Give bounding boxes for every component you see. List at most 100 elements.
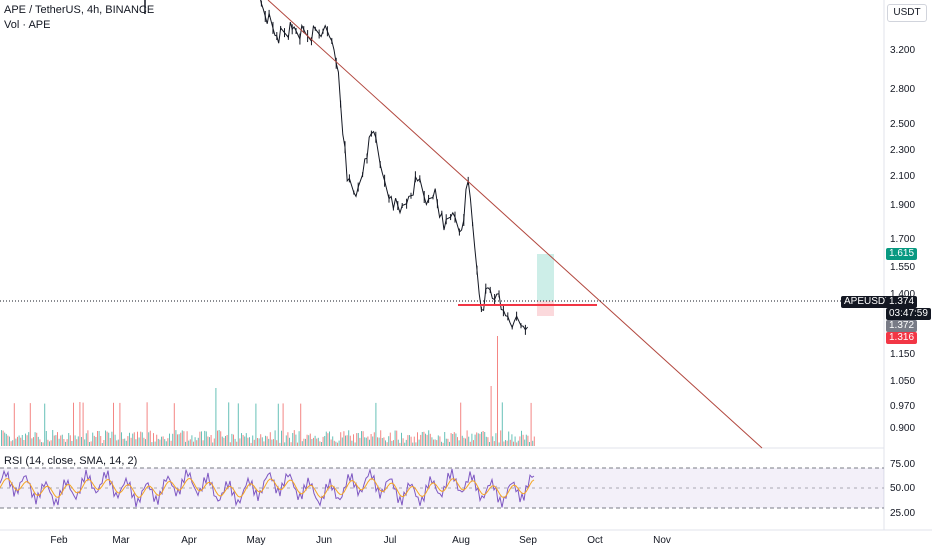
volume-bar [420,434,422,446]
volume-bar [250,442,252,446]
volume-bar [151,442,153,446]
volume-bar [465,438,466,446]
volume-bar [124,438,126,446]
currency-selector[interactable]: USDT [887,4,927,22]
volume-bar [449,441,450,446]
volume-bar [405,439,407,446]
volume-bar [186,431,188,446]
volume-bar [77,436,79,446]
volume-bar [516,442,518,446]
volume-bar [92,432,94,446]
y-tick-label: 0.970 [890,401,916,412]
rsi-line [0,467,535,508]
target-price-tag: 1.615 [886,248,918,260]
volume-bar [106,431,108,446]
volume-bar [153,433,154,446]
volume-bar [236,441,238,446]
volume-bar [79,402,81,446]
volume-bar [74,435,76,446]
volume-bar [378,437,380,446]
volume-bar [365,437,367,446]
volume-bar [505,440,506,446]
volume-bar [71,441,73,446]
volume-bar [503,441,505,446]
volume-bar [193,441,194,446]
volume-bar [138,437,140,446]
volume-bar [313,437,314,446]
entry-price-tag: 1.372 [886,320,918,332]
volume-bar [121,432,122,446]
x-tick-label: Feb [50,535,68,546]
volume-bar [330,439,332,446]
volume-bar [241,433,242,446]
volume-bar [284,442,286,446]
volume-bar [204,430,206,446]
volume-bar [473,440,474,446]
volume-bar [58,438,60,446]
volume-bar [69,435,71,446]
volume-bar [349,435,351,446]
y-tick-label: 3.200 [890,45,916,56]
volume-bar [367,436,369,446]
volume-bar [137,431,138,446]
volume-bar [485,436,487,446]
volume-bar [9,436,10,446]
volume-bar [357,433,359,446]
volume-bar [492,436,494,446]
volume-bar [436,440,438,446]
volume-bar [145,439,146,446]
volume-bar [271,439,273,446]
volume-bar [413,436,415,446]
volume-bar [247,437,249,446]
volume-bar [418,439,420,446]
volume-bar [500,430,502,446]
volume-bar [41,442,42,446]
volume-bar [481,431,482,446]
volume-bar [487,437,489,446]
volume-bar [61,434,63,446]
volume-bar [122,438,124,446]
volume-bar [297,442,298,446]
volume-bar [455,433,457,446]
volume-bar [381,438,383,446]
stop-zone[interactable] [537,301,554,316]
volume-bar [26,435,28,446]
volume-bar [87,430,89,446]
volume-bar [388,436,390,446]
volume-bar [135,439,137,446]
volume-bar [156,434,158,446]
volume-bar [308,435,310,446]
volume-bar [306,434,308,446]
volume-bar [194,437,196,446]
volume-bar [476,432,478,446]
volume-bar [447,438,449,446]
rsi-legend: RSI (14, close, SMA, 14, 2) [4,455,138,467]
volume-bar [18,435,20,446]
volume-bar [183,431,185,446]
volume-bar [474,434,476,446]
volume-bar [180,432,182,446]
volume-bar [469,441,471,446]
volume-bar [249,437,250,446]
volume-bar [199,431,201,446]
volume-bar [426,434,428,446]
volume-bar [290,442,292,446]
volume-bar [212,442,214,446]
volume-bar [229,442,231,446]
volume-bar [148,432,150,446]
volume-bar [172,433,174,446]
volume-bar [509,439,511,446]
target-zone[interactable] [537,254,554,301]
volume-bar [373,432,375,446]
volume-bar [66,439,68,446]
volume-bar [133,432,135,446]
volume-bar [305,438,306,446]
descending-trendline[interactable] [267,0,763,449]
volume-bar [309,433,311,446]
volume-bar [348,430,350,446]
volume-bar [369,439,370,446]
volume-bar [21,435,23,446]
volume-bar [337,442,338,446]
volume-bar [391,440,393,446]
